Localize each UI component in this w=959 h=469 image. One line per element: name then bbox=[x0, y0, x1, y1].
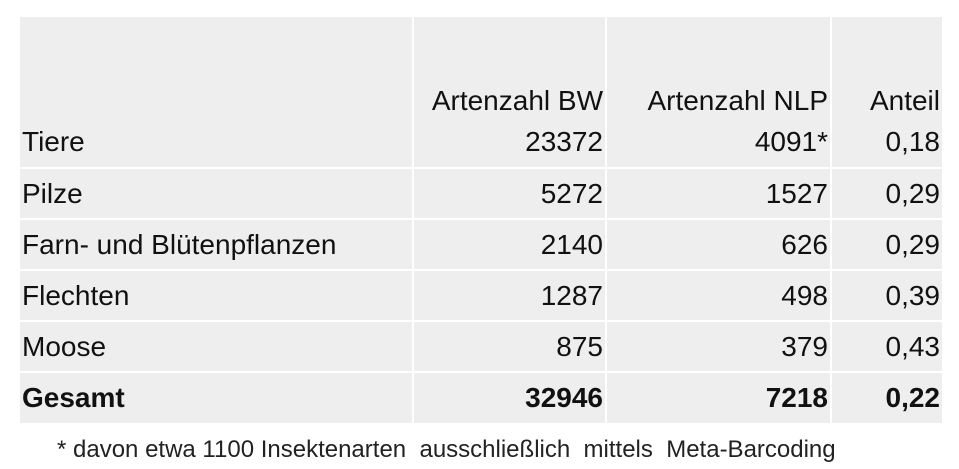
total-artenzahl-bw: 32946 bbox=[413, 372, 607, 423]
header-anteil: Anteil bbox=[869, 85, 940, 116]
species-count-table: Artenzahl BW Artenzahl NLP Anteil Tiere … bbox=[20, 17, 942, 423]
cell-anteil: 0,43 bbox=[885, 330, 941, 362]
footnote: * davon etwa 1100 Insektenarten ausschli… bbox=[57, 436, 836, 463]
row-label: Flechten bbox=[20, 270, 414, 321]
table-header-row: Artenzahl BW Artenzahl NLP Anteil bbox=[20, 17, 942, 117]
table-row: Pilze 5272 1527 0,29 bbox=[20, 168, 942, 219]
cell-artenzahl-nlp: 4091* bbox=[606, 117, 832, 168]
total-artenzahl-nlp: 7218 bbox=[606, 372, 832, 423]
total-row: Gesamt 32946 7218 0,22 bbox=[20, 372, 942, 423]
header-artenzahl-nlp: Artenzahl NLP bbox=[606, 17, 832, 117]
cell-anteil: 0,29 bbox=[885, 177, 941, 209]
cell-artenzahl-nlp: 379 bbox=[606, 321, 832, 372]
total-anteil: 0,22 bbox=[885, 382, 941, 413]
header-name bbox=[20, 17, 414, 117]
row-label: Tiere bbox=[20, 117, 414, 168]
cell-artenzahl-nlp: 1527 bbox=[606, 168, 832, 219]
cell-artenzahl-bw: 875 bbox=[413, 321, 607, 372]
cell-artenzahl-bw: 2140 bbox=[413, 219, 607, 270]
table-row: Farn- und Blütenpflanzen 2140 626 0,29 bbox=[20, 219, 942, 270]
cell-anteil: 0,39 bbox=[885, 279, 941, 311]
cell-artenzahl-nlp: 626 bbox=[606, 219, 832, 270]
cell-artenzahl-bw: 1287 bbox=[413, 270, 607, 321]
cell-artenzahl-nlp: 498 bbox=[606, 270, 832, 321]
total-label: Gesamt bbox=[20, 372, 414, 423]
table-row: Flechten 1287 498 0,39 bbox=[20, 270, 942, 321]
table-row: Moose 875 379 0,43 bbox=[20, 321, 942, 372]
cell-anteil: 0,18 bbox=[885, 126, 941, 157]
row-label: Pilze bbox=[20, 168, 414, 219]
row-label: Moose bbox=[20, 321, 414, 372]
header-artenzahl-bw: Artenzahl BW bbox=[413, 17, 607, 117]
cell-artenzahl-bw: 23372 bbox=[413, 117, 607, 168]
cell-anteil: 0,29 bbox=[885, 228, 941, 260]
table-row: Tiere 23372 4091* 0,18 bbox=[20, 117, 942, 168]
row-label: Farn- und Blütenpflanzen bbox=[20, 219, 414, 270]
cell-artenzahl-bw: 5272 bbox=[413, 168, 607, 219]
